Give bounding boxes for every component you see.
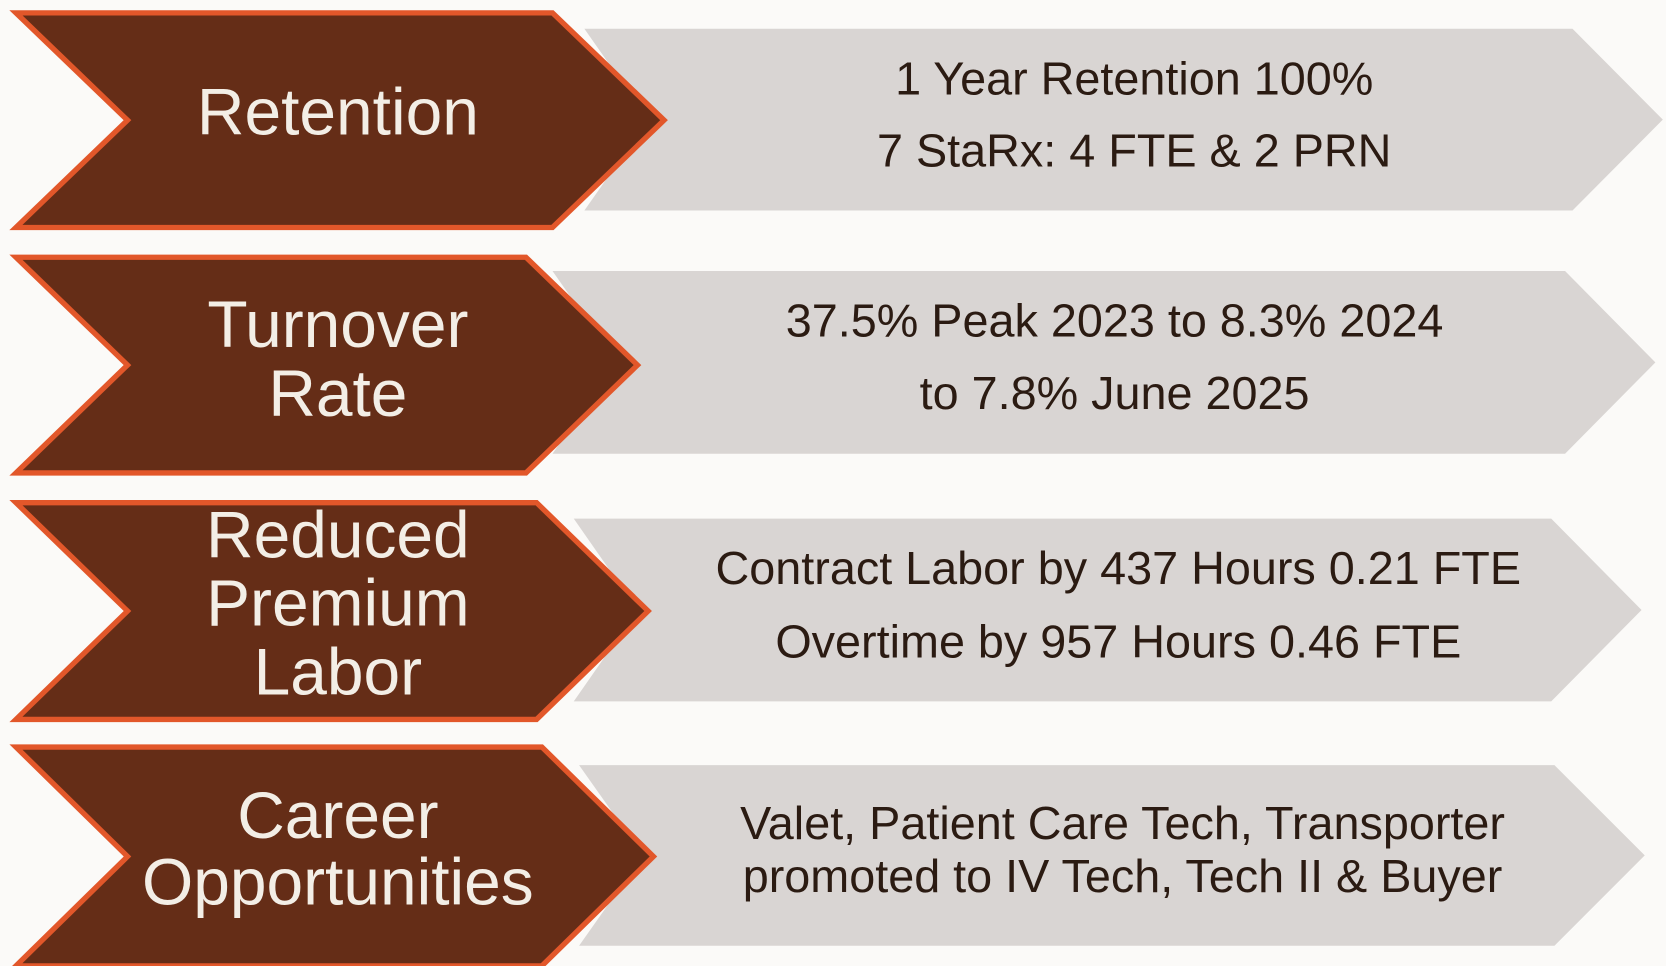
detail-arrow: [579, 765, 1645, 946]
detail-arrow: [552, 271, 1656, 454]
row-detail: Valet, Patient Care Tech, Transporter: [740, 797, 1505, 849]
detail-arrow: [584, 28, 1663, 211]
row-detail: to 7.8% June 2025: [920, 367, 1310, 419]
row-label: Career: [237, 778, 438, 852]
label-chevron: [9, 10, 668, 231]
label-chevron: [9, 500, 652, 723]
row-label: Retention: [197, 74, 479, 148]
row-detail: Contract Labor by 437 Hours 0.21 FTE: [716, 542, 1522, 594]
row-label: Reduced: [206, 497, 470, 571]
row-label: Premium: [206, 565, 469, 639]
row-detail: promoted to IV Tech, Tech II & Buyer: [743, 850, 1503, 902]
row-label: Turnover: [207, 287, 468, 361]
row-detail: 7 StaRx: 4 FTE & 2 PRN: [877, 125, 1391, 177]
row-label: Labor: [254, 634, 422, 708]
label-chevron: [9, 254, 642, 476]
row-detail: Overtime by 957 Hours 0.46 FTE: [775, 615, 1461, 667]
row-detail: 1 Year Retention 100%: [895, 52, 1373, 104]
detail-arrow: [573, 518, 1642, 702]
row-label: Rate: [268, 356, 407, 430]
row-detail: 37.5% Peak 2023 to 8.3% 2024: [786, 295, 1444, 347]
row-label: Opportunities: [142, 845, 534, 919]
